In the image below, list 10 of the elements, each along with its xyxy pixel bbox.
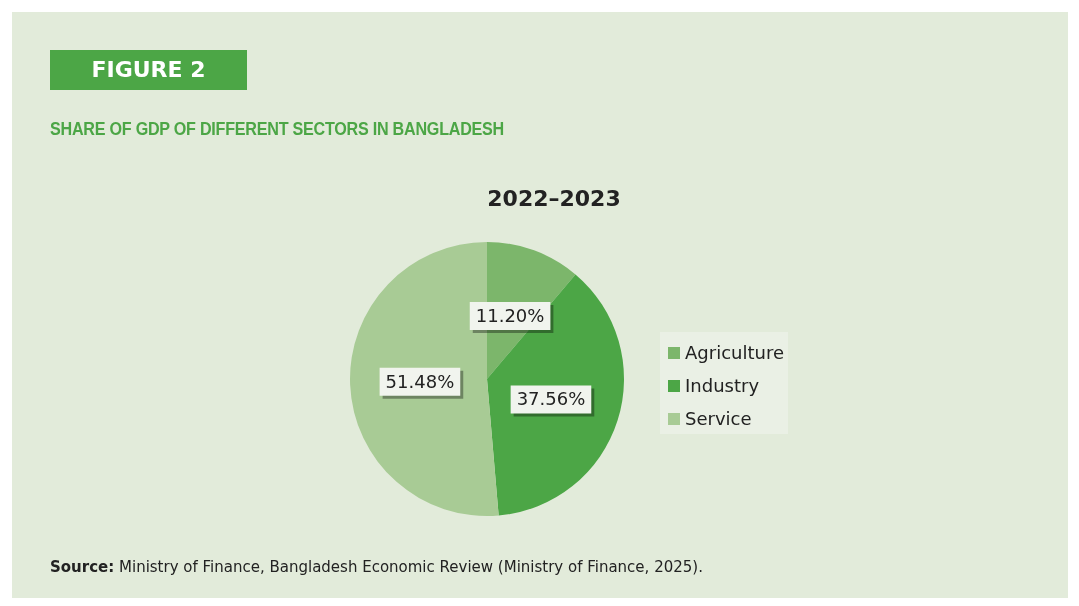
data-label: 51.48% xyxy=(385,370,455,392)
legend-label: Agriculture xyxy=(685,342,784,363)
chart-subtitle: 2022–2023 xyxy=(486,186,622,211)
legend-label: Industry xyxy=(685,375,760,396)
chart-title: SHARE OF GDP OF DIFFERENT SECTORS IN BANGLADESH xyxy=(50,118,505,140)
source-note: Source: Ministry of Finance, Bangladesh Economic Review (Ministry of Finance, 2025). xyxy=(50,558,703,576)
data-label: 37.56% xyxy=(516,388,586,410)
caption: FIGURE 2 xyxy=(50,50,247,90)
data-label: 11.20% xyxy=(475,304,545,326)
legend-label: Service xyxy=(685,408,752,429)
